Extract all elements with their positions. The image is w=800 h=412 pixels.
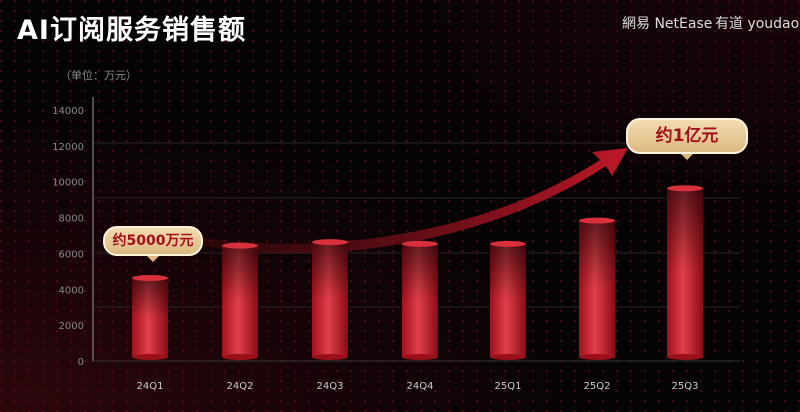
bar-shade — [402, 243, 438, 357]
y-tick-label: 2000 — [59, 321, 84, 332]
bar-shade — [132, 277, 168, 357]
annotation-25q3: 约1亿元 — [626, 118, 748, 160]
x-tick-label: 24Q3 — [317, 381, 344, 392]
bar-base — [667, 354, 703, 360]
bar-top — [667, 185, 703, 192]
y-tick-label: 14000 — [52, 106, 84, 117]
x-tick-label: 24Q1 — [137, 381, 164, 392]
bar-top — [132, 274, 168, 281]
x-tick-label: 25Q1 — [495, 381, 522, 392]
bar-shade — [312, 242, 348, 357]
youdao-logo: 有道 youdao — [715, 16, 800, 32]
y-tick-label: 6000 — [59, 249, 84, 260]
x-tick-label: 24Q4 — [407, 381, 434, 392]
annotation-24q1: 约5000万元 — [103, 226, 203, 262]
x-tick-label: 25Q2 — [584, 381, 611, 392]
unit-label: （单位：万元） — [60, 69, 137, 82]
bar-top — [490, 240, 526, 247]
bar-top — [402, 240, 438, 247]
bar-base — [222, 354, 258, 360]
netease-logo: 網易 NetEase — [622, 16, 713, 32]
bar-base — [579, 354, 615, 360]
bar-base — [312, 354, 348, 360]
y-tick-label: 0 — [78, 357, 84, 368]
y-tick-label: 12000 — [52, 142, 84, 153]
bar-base — [402, 354, 438, 360]
y-tick-label: 8000 — [59, 214, 84, 225]
x-tick-label: 25Q3 — [672, 381, 699, 392]
trend-arrow — [150, 148, 628, 254]
bar-top — [579, 217, 615, 224]
bar-top — [222, 242, 258, 249]
bar-shade — [490, 243, 526, 357]
page-title: AI订阅服务销售额 — [17, 15, 246, 46]
x-tick-label: 24Q2 — [227, 381, 254, 392]
y-tick-label: 10000 — [52, 178, 84, 189]
y-tick-label: 4000 — [59, 285, 84, 296]
bar-shade — [222, 245, 258, 357]
bar-shade — [579, 220, 615, 357]
bar-shade — [667, 188, 703, 357]
bar-base — [490, 354, 526, 360]
bar-top — [312, 239, 348, 246]
bar-base — [132, 354, 168, 360]
